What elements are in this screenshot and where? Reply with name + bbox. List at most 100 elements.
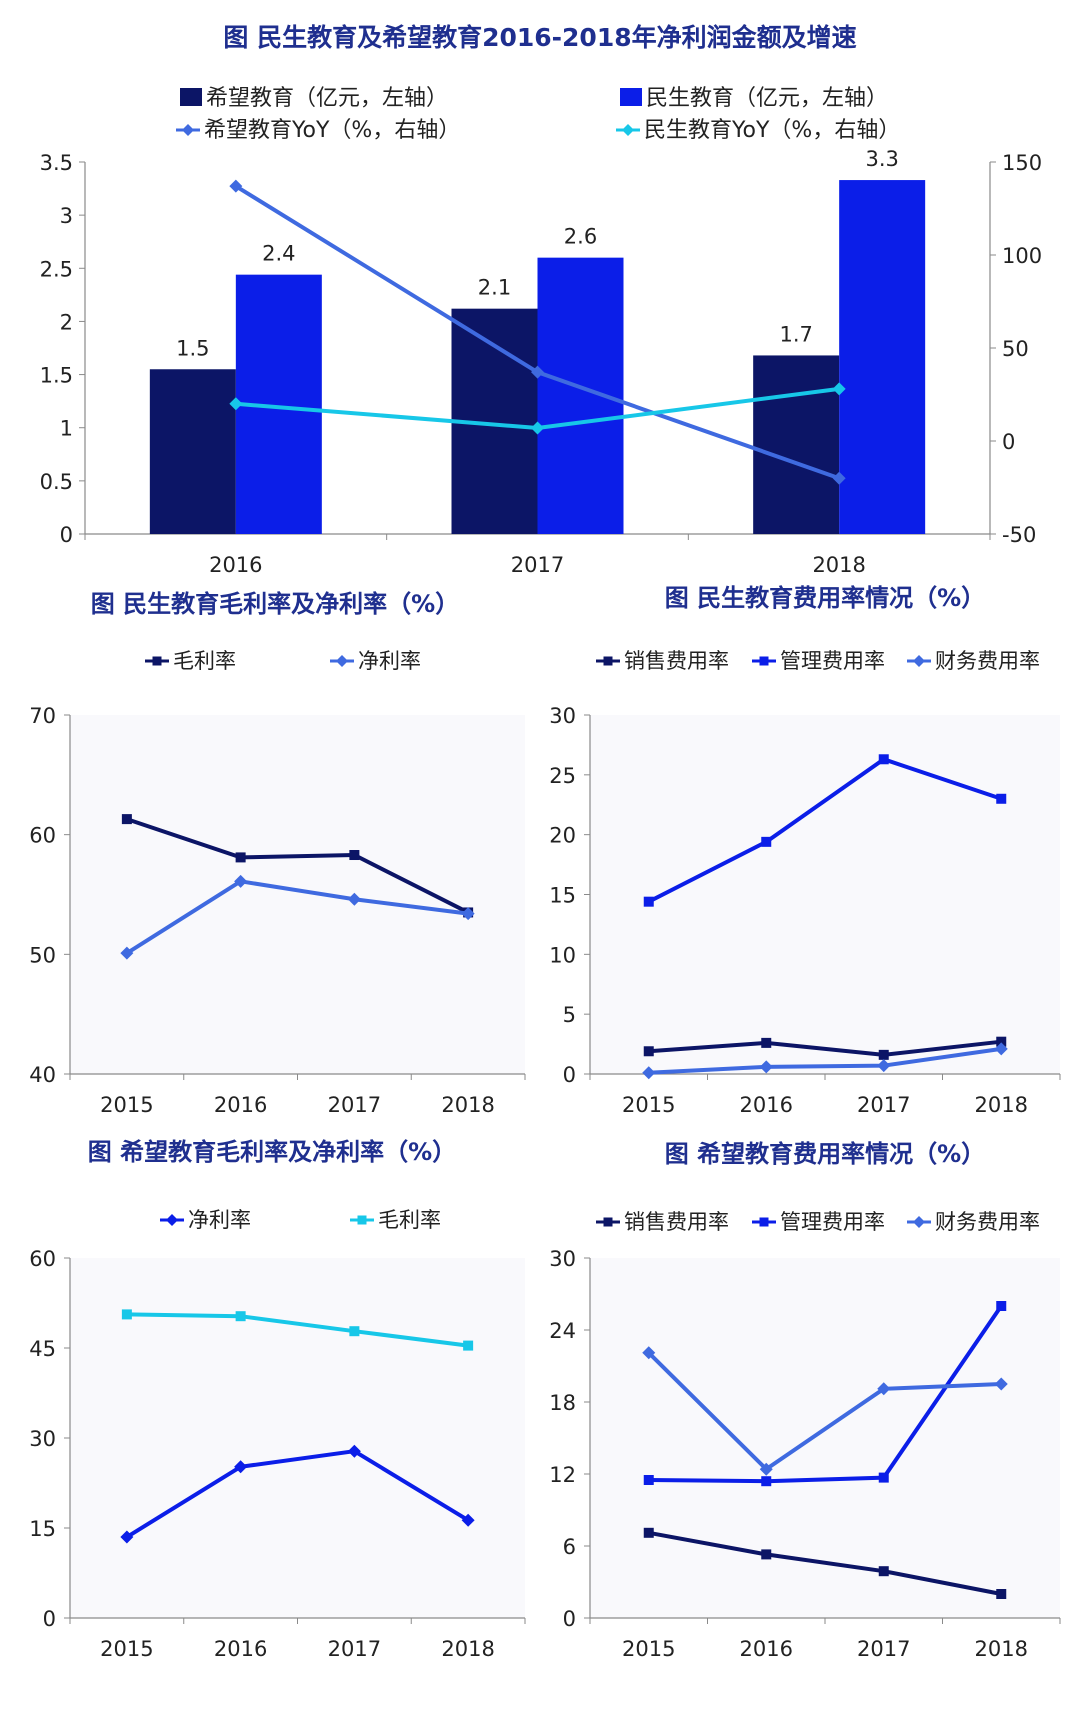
legend-marker-2: [913, 655, 925, 667]
bar-label-1-1: 2.6: [564, 225, 597, 249]
point-1-3: [996, 793, 1007, 804]
chart-title: 图 希望教育费用率情况（%）: [665, 1140, 985, 1168]
y-tick-label-right: 0: [1002, 430, 1015, 454]
point-0-1: [761, 1549, 772, 1560]
point-0-1: [234, 1460, 248, 1474]
point-1-1: [234, 874, 248, 888]
plot-area: [590, 1258, 1060, 1618]
legend-label-1: 毛利率: [378, 1208, 441, 1232]
x-tick-label: 2017: [857, 1637, 910, 1661]
point-0-3: [996, 1036, 1007, 1047]
point-0-2: [347, 1444, 361, 1458]
series-line-2: [648, 1046, 1002, 1075]
point-0-0: [643, 1527, 654, 1538]
x-tick-label: 2016: [740, 1637, 793, 1661]
x-tick-label: 2016: [740, 1093, 793, 1117]
point-0-0: [229, 179, 243, 193]
legend-label-1: 净利率: [358, 649, 421, 673]
x-tick-label: 2016: [214, 1637, 267, 1661]
point-0-2: [878, 1566, 889, 1577]
legend-label-0: 销售费用率: [624, 1210, 729, 1234]
x-tick-label: 2015: [622, 1637, 675, 1661]
y-tick-label-right: 100: [1002, 244, 1042, 268]
legend-marker-1: [759, 656, 769, 666]
y-tick-label-left: 2: [60, 310, 73, 334]
chart-minsheng-expense-ratios: 图 民生教育费用率情况（%） 0 5 10 15 20 25 30 2015 2016 2017 20…: [549, 584, 1061, 1117]
point-0-1: [761, 1037, 772, 1048]
point-0-3: [996, 1589, 1007, 1599]
point-2-1: [759, 1060, 773, 1074]
y-tick-label: 20: [549, 824, 576, 848]
y-tick-label: 6: [563, 1535, 576, 1559]
point-0-1: [531, 365, 544, 379]
point-2-3: [994, 1042, 1008, 1056]
point-2-0: [642, 1066, 656, 1080]
x-tick-label: 2015: [622, 1093, 675, 1117]
y-tick-label-left: 3.5: [40, 151, 73, 175]
y-tick-label-left: 1.5: [40, 364, 73, 388]
y-tick-label: 30: [549, 1247, 576, 1271]
y-tick-label-left: 1: [60, 417, 73, 441]
point-1-1: [235, 1311, 246, 1322]
chart-hope-expense-ratios: 图 希望教育费用率情况（%） 0 6 12 18 24 30 2015 2016 2017 2018…: [549, 1140, 1061, 1661]
point-1-2: [832, 382, 846, 396]
point-1-0: [643, 896, 654, 907]
x-tick-label: 2018: [812, 553, 865, 577]
point-1-1: [761, 836, 772, 847]
chart-title: 图 民生教育毛利率及净利率（%）: [91, 590, 459, 618]
plot-area: [70, 1258, 525, 1618]
legend-marker-2: [182, 124, 194, 136]
point-1-0: [121, 1309, 132, 1320]
y-tick-label-right: 50: [1002, 337, 1029, 361]
y-tick-label: 15: [29, 1517, 56, 1541]
y-tick-label: 50: [29, 943, 56, 967]
point-0-2: [832, 471, 846, 485]
series-line-1: [648, 1304, 1003, 1484]
legend-marker-3: [622, 124, 634, 136]
y-tick-label: 0: [563, 1063, 576, 1087]
point-1-0: [229, 397, 243, 411]
y-tick-label-right: -50: [1002, 523, 1036, 547]
point-2-2: [877, 1059, 891, 1073]
point-1-2: [349, 1326, 360, 1337]
x-tick-label: 2018: [975, 1637, 1028, 1661]
bar-1-2: [839, 180, 926, 534]
y-tick-label: 60: [29, 824, 56, 848]
point-2-2: [877, 1382, 891, 1396]
y-tick-label: 25: [549, 764, 576, 788]
series-line-0: [648, 1039, 1002, 1057]
x-tick-label: 2017: [857, 1093, 910, 1117]
plot-area: [590, 715, 1060, 1074]
y-tick-label-left: 0: [60, 523, 73, 547]
point-0-0: [121, 814, 132, 825]
y-tick-label: 12: [549, 1463, 576, 1487]
x-tick-label: 2018: [975, 1093, 1028, 1117]
y-tick-label: 10: [549, 943, 576, 967]
point-1-1: [761, 1476, 772, 1487]
point-1-1: [531, 421, 544, 435]
x-tick-label: 2017: [328, 1637, 381, 1661]
point-1-0: [120, 946, 134, 960]
y-tick-label: 24: [549, 1319, 576, 1343]
legend-marker-2: [913, 1216, 925, 1228]
chart-minsheng-margins: 图 民生教育毛利率及净利率（%） 40 50 60 70 2015 2016 2017 2018…: [29, 590, 526, 1117]
point-2-1: [759, 1462, 773, 1476]
bar-0-0: [149, 369, 236, 534]
legend-label-0: 希望教育（亿元，左轴）: [206, 86, 448, 111]
legend-label-0: 销售费用率: [624, 649, 729, 673]
point-0-2: [349, 850, 360, 861]
y-tick-label-left: 0.5: [40, 470, 73, 494]
bar-0-2: [753, 355, 840, 534]
legend-marker-0: [603, 1217, 613, 1227]
bar-label-0-0: 1.5: [176, 336, 209, 360]
chart-hope-margins: 图 希望教育毛利率及净利率（%） 0 15 30 45 60 2015 2016 2017 201…: [29, 1138, 526, 1661]
legend-label-0: 净利率: [188, 1208, 251, 1232]
point-0-1: [235, 852, 246, 863]
y-tick-label-right: 150: [1002, 151, 1042, 175]
legend-marker-0: [603, 656, 613, 666]
chart-profit-growth: 图 民生教育及希望教育2016-2018年净利润金额及增速希望教育（亿元，左轴）…: [40, 23, 1043, 577]
y-tick-label: 30: [549, 704, 576, 728]
point-2-0: [642, 1346, 656, 1360]
legend-label-1: 管理费用率: [780, 649, 885, 673]
y-tick-label: 0: [43, 1607, 56, 1631]
